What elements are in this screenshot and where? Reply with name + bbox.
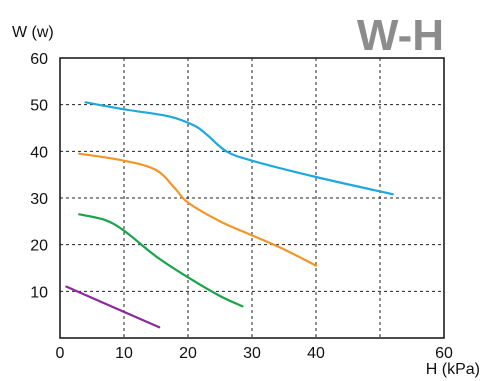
- x-axis-label: H (kPa): [426, 361, 480, 378]
- series-line-4: [65, 285, 161, 329]
- x-tick-label: 20: [179, 345, 197, 362]
- tick-labels: 0 10 20 30 40 60 10 20 30 40 50 60: [30, 51, 453, 362]
- x-tick-label: 40: [307, 345, 325, 362]
- y-axis-label: W (w): [12, 24, 54, 41]
- x-tick-label: 60: [435, 345, 453, 362]
- chart-title: W-H: [357, 11, 444, 60]
- x-tick-label: 0: [56, 345, 65, 362]
- y-tick-label: 10: [30, 284, 48, 301]
- y-tick-label: 60: [30, 51, 48, 68]
- grid: [60, 58, 444, 338]
- series-line-1: [84, 101, 394, 196]
- x-tick-label: 30: [243, 345, 261, 362]
- series-line-3: [78, 213, 244, 308]
- series-lines: [65, 101, 394, 329]
- y-tick-label: 50: [30, 98, 48, 115]
- x-tick-label: 10: [115, 345, 133, 362]
- y-tick-label: 30: [30, 191, 48, 208]
- series-line-2: [78, 152, 318, 267]
- y-tick-label: 20: [30, 238, 48, 255]
- plot-frame: [59, 57, 445, 339]
- y-tick-label: 40: [30, 144, 48, 161]
